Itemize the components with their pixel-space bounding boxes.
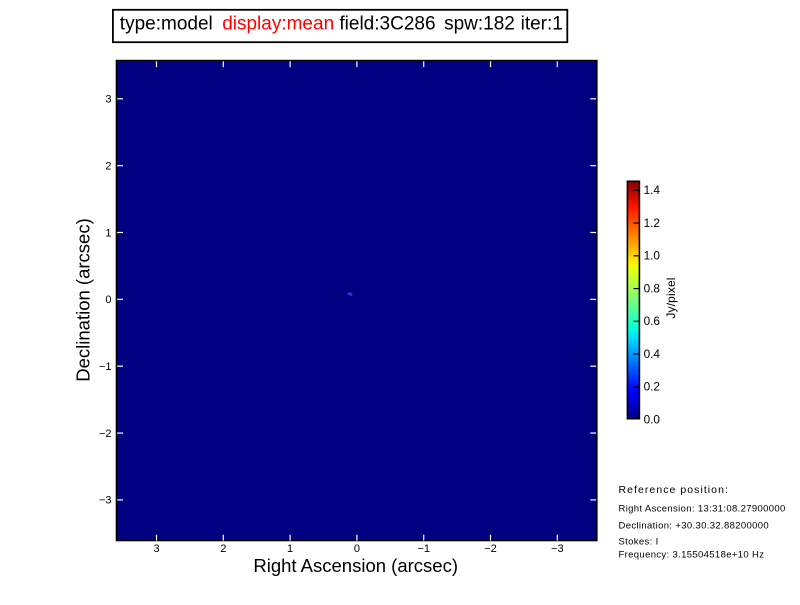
svg-text:1.4: 1.4 (644, 183, 661, 197)
svg-text:Stokes: I: Stokes: I (619, 537, 659, 548)
svg-text:0.8: 0.8 (644, 281, 661, 295)
svg-text:0.0: 0.0 (644, 412, 661, 426)
svg-text:0: 0 (105, 294, 111, 306)
svg-text:−2: −2 (484, 543, 497, 555)
svg-text:spw:182: spw:182 (444, 14, 515, 35)
svg-text:iter:1: iter:1 (521, 14, 563, 35)
svg-text:−1: −1 (417, 543, 430, 555)
svg-text:−1: −1 (99, 361, 112, 373)
svg-text:−2: −2 (99, 428, 112, 440)
svg-text:1: 1 (287, 543, 293, 555)
svg-text:display:mean: display:mean (222, 14, 334, 35)
svg-text:3: 3 (105, 94, 111, 106)
svg-text:2: 2 (105, 160, 111, 172)
svg-text:−3: −3 (551, 543, 564, 555)
svg-text:0.4: 0.4 (644, 347, 661, 361)
svg-text:1.2: 1.2 (644, 216, 660, 230)
svg-text:Right Ascension (arcsec): Right Ascension (arcsec) (253, 555, 458, 576)
svg-text:1.0: 1.0 (644, 249, 661, 263)
svg-text:0.6: 0.6 (644, 314, 661, 328)
svg-text:Frequency: 3.15504518e+10 Hz: Frequency: 3.15504518e+10 Hz (619, 550, 765, 561)
svg-text:Right Ascension: 13:31:08.2790: Right Ascension: 13:31:08.27900000 (619, 504, 786, 515)
svg-text:Jy/pixel: Jy/pixel (664, 277, 678, 318)
svg-text:Declination (arcsec): Declination (arcsec) (72, 218, 93, 381)
svg-text:3: 3 (153, 543, 159, 555)
svg-text:Declination: +30.30.32.8820000: Declination: +30.30.32.88200000 (619, 520, 770, 531)
svg-text:field:3C286: field:3C286 (339, 14, 435, 35)
svg-text:Reference position:: Reference position: (619, 484, 729, 496)
svg-text:0.2: 0.2 (644, 380, 660, 394)
svg-text:2: 2 (220, 543, 226, 555)
svg-text:1: 1 (105, 227, 111, 239)
svg-text:−3: −3 (99, 495, 112, 507)
svg-text:0: 0 (354, 543, 360, 555)
svg-text:type:model: type:model (120, 14, 213, 35)
